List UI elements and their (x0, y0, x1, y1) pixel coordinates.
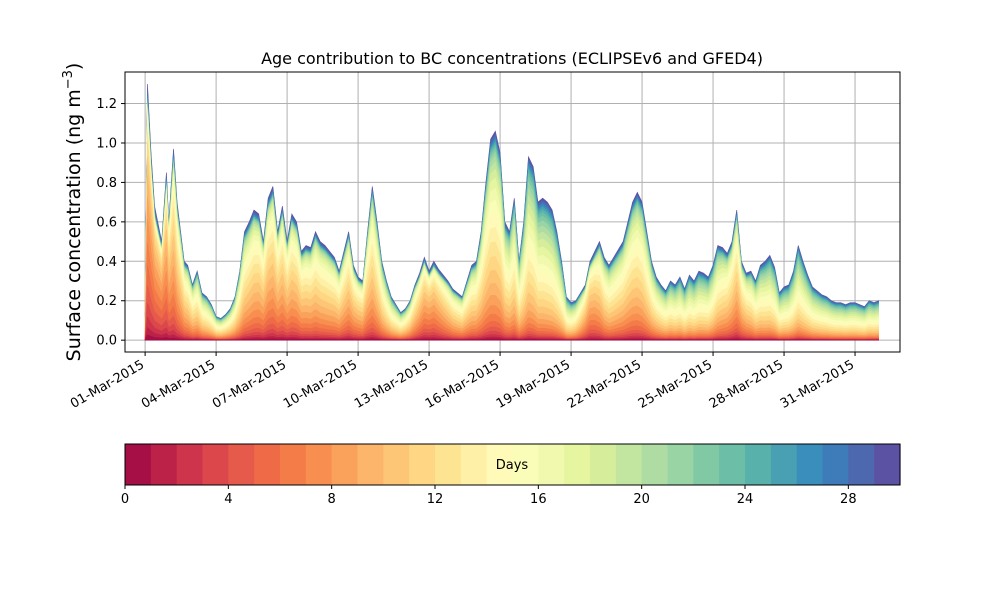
y-tick-label: 0.0 (96, 334, 117, 349)
colorbar-swatch (874, 444, 901, 485)
colorbar-swatch (848, 444, 875, 485)
age-band-area-3 (144, 302, 879, 341)
colorbar-tick-label: 12 (427, 492, 444, 507)
colorbar-swatch (176, 444, 204, 485)
colorbar-swatch (357, 444, 384, 485)
colorbar-swatch (512, 444, 539, 485)
y-tick-label: 1.2 (96, 97, 117, 112)
chart-title: Age contribution to BC concentrations (E… (261, 49, 763, 68)
colorbar-swatch (796, 444, 824, 485)
colorbar-swatch (383, 444, 410, 485)
age-band-area-2 (144, 315, 879, 341)
colorbar-swatch (150, 444, 178, 485)
colorbar-tick-label: 28 (840, 492, 857, 507)
x-tick-label: 10-Mar-2015 (281, 357, 360, 411)
age-band-area-4 (144, 285, 879, 341)
colorbar-swatch (693, 444, 720, 485)
x-axis-ticks: 01-Mar-201504-Mar-201507-Mar-201510-Mar-… (68, 352, 857, 412)
y-tick-label: 0.4 (96, 255, 117, 270)
age-band-area-7 (144, 219, 879, 341)
x-tick-label: 25-Mar-2015 (636, 357, 715, 411)
age-band-area-11 (144, 142, 879, 341)
plot-frame (124, 71, 901, 353)
colorbar-tick-label: 4 (224, 492, 232, 507)
colorbar-ticks: 0 4 8 12 16 20 24 28 (121, 485, 857, 507)
colorbar-swatch (280, 444, 307, 485)
colorbar-swatch (615, 444, 643, 485)
colorbar-tick-label: 20 (633, 492, 650, 507)
colorbar-swatch (641, 444, 669, 485)
x-tick-label: 01-Mar-2015 (68, 357, 147, 411)
age-band-area-9 (144, 175, 879, 341)
colorbar-tick-label: 24 (737, 492, 754, 507)
y-tick-label: 0.2 (96, 294, 117, 309)
colorbar-swatch (331, 444, 359, 485)
x-tick-label: 13-Mar-2015 (352, 357, 431, 411)
colorbar-tick-label: 16 (530, 492, 547, 507)
colorbar-swatch (254, 444, 281, 485)
y-axis-label-sup: −3 (61, 70, 76, 89)
y-axis-label-main: Surface concentration (ng m (63, 89, 85, 361)
colorbar-label: Days (496, 458, 529, 473)
y-axis-label-close: ) (63, 63, 85, 70)
colorbar-swatch (822, 444, 849, 485)
x-tick-label: 31-Mar-2015 (778, 357, 857, 411)
y-tick-label: 0.8 (96, 176, 117, 191)
x-tick-label: 19-Mar-2015 (494, 357, 573, 411)
y-tick-label: 1.0 (96, 136, 117, 151)
colorbar-swatch (719, 444, 746, 485)
age-band-area-8 (144, 196, 879, 341)
colorbar (125, 444, 901, 485)
x-tick-label: 28-Mar-2015 (707, 357, 786, 411)
x-tick-label: 04-Mar-2015 (139, 357, 218, 411)
colorbar-swatch (590, 444, 617, 485)
colorbar-swatch (435, 444, 462, 485)
colorbar-swatch (486, 444, 514, 485)
age-band-area-13 (144, 123, 879, 341)
colorbar-swatch (538, 444, 565, 485)
colorbar-swatch (460, 444, 488, 485)
stacked-area-series (144, 83, 879, 341)
x-tick-label: 22-Mar-2015 (565, 357, 644, 411)
x-tick-label: 07-Mar-2015 (210, 357, 289, 411)
age-band-area-1 (144, 326, 879, 341)
colorbar-swatch (125, 444, 152, 485)
colorbar-tick-label: 8 (328, 492, 336, 507)
age-band-area-10 (144, 157, 879, 341)
colorbar-swatch (667, 444, 694, 485)
colorbar-frame (124, 443, 901, 486)
colorbar-swatch (228, 444, 255, 485)
y-axis-label: Surface concentration (ng m−3) (61, 63, 85, 362)
colorbar-swatch (305, 444, 333, 485)
colorbar-swatch (564, 444, 591, 485)
colorbar-tick-label: 0 (121, 492, 129, 507)
y-tick-label: 0.6 (96, 215, 117, 230)
colorbar-swatch (202, 444, 229, 485)
colorbar-swatch (770, 444, 798, 485)
colorbar-swatch (409, 444, 436, 485)
age-band-area-0 (144, 334, 879, 341)
age-band-area-5 (144, 265, 879, 341)
age-band-area-6 (144, 242, 879, 341)
y-axis-ticks: 0.0 0.2 0.4 0.6 0.8 1.0 1.2 (96, 97, 125, 349)
colorbar-swatch (745, 444, 772, 485)
x-tick-label: 16-Mar-2015 (423, 357, 502, 411)
